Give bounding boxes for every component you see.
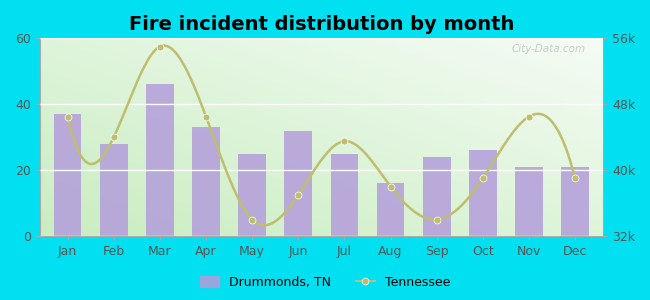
Bar — [515, 167, 543, 236]
Bar — [192, 127, 220, 236]
Bar — [331, 154, 358, 236]
Title: Fire incident distribution by month: Fire incident distribution by month — [129, 15, 514, 34]
Bar — [285, 130, 312, 236]
Bar — [377, 183, 404, 236]
Bar — [146, 84, 174, 236]
Bar — [469, 150, 497, 236]
Bar — [54, 114, 81, 236]
Bar — [239, 154, 266, 236]
Bar — [562, 167, 589, 236]
Bar — [423, 157, 450, 236]
Bar — [100, 144, 127, 236]
Legend: Drummonds, TN, Tennessee: Drummonds, TN, Tennessee — [195, 271, 455, 294]
Text: City-Data.com: City-Data.com — [512, 44, 586, 54]
